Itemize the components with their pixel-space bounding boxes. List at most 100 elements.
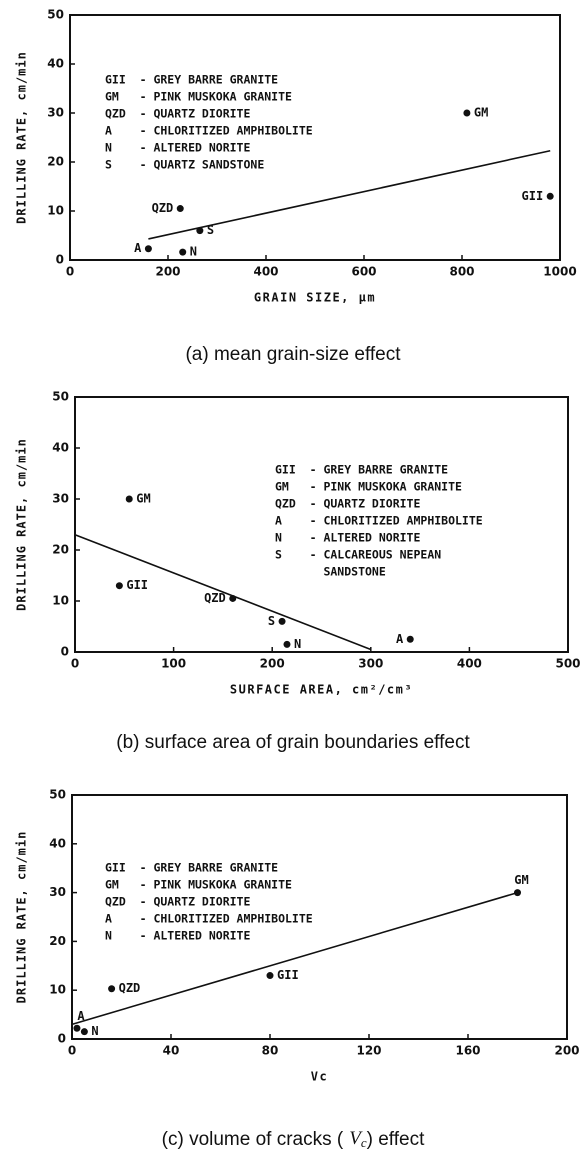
caption-part: (c) volume of cracks ( xyxy=(162,1129,344,1150)
x-tick-label: 300 xyxy=(358,657,383,671)
caption: (b) surface area of grain boundaries eff… xyxy=(116,732,470,753)
y-tick-label: 0 xyxy=(58,1032,66,1046)
x-tick-label: 200 xyxy=(155,265,180,279)
data-point xyxy=(144,245,152,253)
point-label: QZD xyxy=(152,201,174,215)
point-label: A xyxy=(396,632,404,646)
point-label: GM xyxy=(136,492,150,506)
point-label: GII xyxy=(277,968,299,982)
data-point xyxy=(196,227,204,235)
caption-part: ) effect xyxy=(367,1129,425,1150)
y-tick-label: 50 xyxy=(52,390,69,404)
y-tick-label: 30 xyxy=(52,492,69,506)
legend-entry: S - CALCAREOUS NEPEAN xyxy=(275,548,441,562)
x-tick-label: 40 xyxy=(163,1044,180,1058)
legend-entry: GII - GREY BARRE GRANITE xyxy=(275,463,448,477)
y-axis-label: DRILLING RATE, cm/min xyxy=(15,831,29,1004)
point-label: N xyxy=(190,245,197,259)
legend-entry: GII - GREY BARRE GRANITE xyxy=(105,73,278,87)
y-tick-label: 20 xyxy=(52,543,69,557)
legend-entry: QZD - QUARTZ DIORITE xyxy=(275,497,420,511)
point-label: GII xyxy=(522,189,544,203)
plot-frame xyxy=(69,14,561,261)
legend-entry: GII - GREY BARRE GRANITE xyxy=(105,861,278,875)
y-tick-label: 50 xyxy=(49,788,66,802)
x-tick-label: 500 xyxy=(555,657,580,671)
legend-entry: S - QUARTZ SANDSTONE xyxy=(105,158,264,172)
caption-part: (a) mean grain-size effect xyxy=(185,344,401,365)
legend-entry: A - CHLORITIZED AMPHIBOLITE xyxy=(105,912,313,926)
caption-part: c xyxy=(361,1135,367,1150)
legend-entry: GM - PINK MUSKOKA GRANITE xyxy=(275,480,462,494)
point-label: QZD xyxy=(119,981,141,995)
caption: (a) mean grain-size effect xyxy=(185,344,401,365)
data-point xyxy=(115,582,123,590)
legend-entry: A - CHLORITIZED AMPHIBOLITE xyxy=(275,514,483,528)
chart: 0 10 20 30 40 50 0 40 80 120 160 200 Vc DRILLING RATE… xyxy=(15,788,580,1151)
x-tick-label: 0 xyxy=(66,265,74,279)
point-label: GM xyxy=(514,873,528,887)
data-point xyxy=(125,495,133,503)
y-tick-label: 0 xyxy=(61,645,69,659)
y-axis-label: DRILLING RATE, cm/min xyxy=(15,438,29,611)
point-label: QZD xyxy=(204,591,226,605)
legend-entry: SANDSTONE xyxy=(275,565,386,579)
x-axis-label: Vc xyxy=(311,1070,328,1084)
x-axis-label: SURFACE AREA, cm²/cm³ xyxy=(230,683,413,697)
data-point xyxy=(108,985,116,993)
chart: 0 10 20 30 40 50 0 200 400 600 800 1000 GRAIN SIZE, … xyxy=(15,8,577,366)
x-axis-label: GRAIN SIZE, μm xyxy=(254,291,376,305)
y-tick-label: 20 xyxy=(49,934,66,948)
point-label: GII xyxy=(126,578,148,592)
data-point xyxy=(278,617,286,625)
point-label: GM xyxy=(474,106,488,120)
y-tick-label: 20 xyxy=(47,155,64,169)
data-point xyxy=(80,1028,88,1036)
y-tick-label: 0 xyxy=(56,253,64,267)
data-point xyxy=(546,192,554,200)
data-point xyxy=(179,248,187,256)
trend-line xyxy=(148,149,551,240)
x-tick-label: 800 xyxy=(449,265,474,279)
legend-entry: QZD - QUARTZ DIORITE xyxy=(105,895,250,909)
data-point xyxy=(406,635,414,643)
x-tick-label: 400 xyxy=(253,265,278,279)
legend-entry: GM - PINK MUSKOKA GRANITE xyxy=(105,90,292,104)
trend-line xyxy=(71,891,518,1026)
legend-entry: GM - PINK MUSKOKA GRANITE xyxy=(105,878,292,892)
point-label: N xyxy=(91,1024,98,1038)
legend-entry: N - ALTERED NORITE xyxy=(275,531,420,545)
point-label: A xyxy=(134,241,142,255)
point-label: A xyxy=(77,1009,85,1023)
trend-line xyxy=(74,533,372,651)
x-tick-label: 80 xyxy=(262,1044,279,1058)
legend-entry: QZD - QUARTZ DIORITE xyxy=(105,107,250,121)
caption-part: (b) surface area of grain boundaries eff… xyxy=(116,732,470,753)
plot-frame xyxy=(71,794,568,1040)
caption-part: V xyxy=(349,1128,363,1149)
y-tick-label: 30 xyxy=(49,885,66,899)
y-tick-label: 10 xyxy=(49,983,66,997)
y-tick-label: 50 xyxy=(47,8,64,22)
x-tick-label: 0 xyxy=(71,657,79,671)
legend-entry: N - ALTERED NORITE xyxy=(105,141,250,155)
caption: (c) volume of cracks (Vc) effect xyxy=(162,1128,425,1150)
x-tick-label: 600 xyxy=(351,265,376,279)
data-point xyxy=(463,109,471,117)
plot-frame xyxy=(74,396,569,653)
x-tick-label: 100 xyxy=(161,657,186,671)
x-tick-label: 120 xyxy=(356,1044,381,1058)
point-label: S xyxy=(268,614,275,628)
data-point xyxy=(283,640,291,648)
y-tick-label: 10 xyxy=(47,204,64,218)
legend-entry: A - CHLORITIZED AMPHIBOLITE xyxy=(105,124,313,138)
point-label: N xyxy=(294,637,301,651)
data-point xyxy=(266,972,274,980)
y-axis-label: DRILLING RATE, cm/min xyxy=(15,51,29,224)
y-tick-label: 40 xyxy=(52,441,69,455)
y-tick-label: 10 xyxy=(52,594,69,608)
x-tick-label: 400 xyxy=(457,657,482,671)
y-tick-label: 40 xyxy=(47,57,64,71)
